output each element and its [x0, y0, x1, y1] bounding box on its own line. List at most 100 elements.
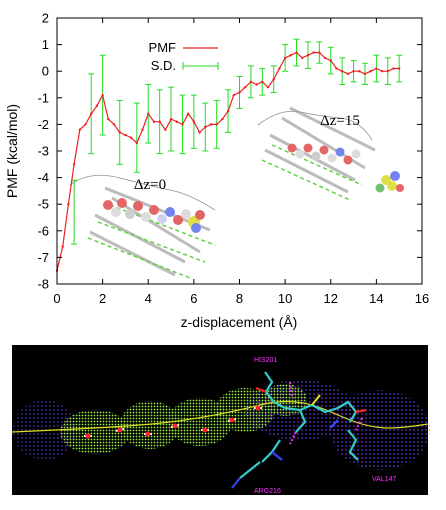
pmf-point — [249, 80, 253, 84]
pmf-point — [352, 70, 355, 73]
pmf-point — [295, 51, 298, 54]
ligand-sticks — [231, 371, 367, 489]
pmf-point — [186, 112, 190, 115]
y-tick-label: -8 — [37, 277, 49, 292]
pmf-point — [244, 85, 247, 89]
pmf-point — [323, 56, 327, 60]
pmf-point — [329, 59, 332, 62]
pmf-point — [375, 67, 378, 70]
pmf-point — [67, 203, 70, 206]
pmf-point — [363, 72, 367, 76]
pmf-point — [90, 112, 93, 115]
tunnel-rendering-panel: HIS201 ARG216 VAL147 — [11, 345, 430, 495]
pmf-point — [152, 120, 156, 123]
pmf-point — [147, 112, 150, 115]
pmf-point — [118, 131, 121, 134]
pmf-point — [261, 80, 264, 84]
pmf-point — [101, 93, 104, 97]
residue-label-his201: HIS201 — [254, 357, 277, 364]
pmf-point — [312, 51, 315, 54]
y-tick-label: 1 — [42, 37, 49, 52]
detached-ligand — [375, 171, 404, 193]
pmf-point — [164, 128, 167, 131]
pmf-point — [340, 70, 344, 73]
pmf-point — [272, 77, 275, 81]
y-tick-label: -1 — [37, 90, 49, 105]
legend-label-pmf: PMF — [149, 40, 177, 55]
annotation-dz15: Δz=15 — [320, 113, 360, 129]
y-tick-label: -4 — [37, 170, 49, 185]
pmf-point — [112, 123, 116, 126]
y-tick-label: -3 — [37, 144, 49, 159]
pmf-point — [278, 67, 281, 70]
pmf-point — [141, 128, 144, 131]
protein-illustration-dz0 — [69, 174, 216, 279]
pmf-point — [226, 109, 230, 113]
pmf-point — [135, 141, 139, 145]
x-tick-label: 2 — [99, 291, 106, 306]
pmf-point — [107, 117, 110, 121]
water-molecules — [84, 405, 262, 439]
y-axis-title: PMF (kcal/mol) — [4, 104, 20, 198]
chart-background — [0, 0, 446, 336]
pmf-point — [306, 54, 310, 57]
pmf-point — [301, 56, 304, 60]
pmf-point — [238, 91, 241, 94]
residue-label-arg216: ARG216 — [254, 488, 281, 495]
x-tick-label: 0 — [53, 291, 60, 306]
tunnel-axis-path — [11, 400, 429, 433]
sd-errorbar — [133, 102, 140, 173]
legend-swatch-sd — [182, 62, 219, 70]
pmf-point — [358, 70, 361, 73]
y-tick-label: -2 — [37, 117, 49, 132]
y-tick-label: 2 — [42, 11, 49, 26]
pmf-point — [289, 54, 293, 57]
pmf-point — [397, 67, 401, 70]
pmf-point — [158, 120, 161, 123]
pmf-point — [255, 83, 258, 86]
pmf-point — [221, 117, 224, 121]
pmf-point — [346, 72, 350, 76]
pmf-series — [55, 51, 401, 272]
x-tick-label: 12 — [324, 291, 338, 306]
pmf-point — [198, 131, 201, 134]
pmf-point — [335, 67, 338, 70]
pmf-point — [175, 120, 178, 123]
y-tick-label: 0 — [42, 64, 49, 79]
x-axis-ticks: 0 2 4 6 8 10 12 14 16 — [53, 18, 429, 306]
pmf-point — [380, 70, 384, 73]
x-axis-title: z-displacement (Å) — [181, 314, 298, 330]
pmf-point — [61, 245, 64, 248]
pmf-point — [209, 123, 213, 126]
pmf-point — [78, 128, 82, 131]
pmf-point — [392, 67, 395, 70]
pmf-point — [266, 85, 270, 89]
pmf-point — [369, 70, 372, 73]
ligand-spheres-dz0 — [103, 198, 205, 233]
x-tick-label: 6 — [190, 291, 197, 306]
y-tick-label: -5 — [37, 197, 49, 212]
x-tick-label: 10 — [278, 291, 292, 306]
pmf-point — [72, 163, 76, 166]
x-tick-label: 8 — [236, 291, 243, 306]
pmf-point — [95, 104, 99, 107]
y-tick-label: -7 — [37, 250, 49, 265]
pmf-point — [215, 123, 218, 126]
annotation-dz0: Δz=0 — [134, 177, 166, 193]
pmf-point — [283, 56, 287, 60]
x-tick-label: 14 — [369, 291, 383, 306]
protein-illustration-dz15 — [257, 106, 404, 201]
pmf-point — [124, 133, 127, 137]
pmf-point — [129, 136, 133, 139]
pmf-point — [181, 123, 184, 126]
legend: PMF S.D. — [149, 40, 219, 73]
tunnel-surface — [60, 384, 307, 454]
y-tick-label: -6 — [37, 223, 49, 238]
legend-label-sd: S.D. — [151, 58, 176, 73]
pmf-point — [84, 123, 87, 126]
pmf-point — [318, 51, 321, 54]
x-tick-label: 4 — [145, 291, 152, 306]
y-axis-ticks: -8 -7 -6 -5 -4 -3 -2 -1 0 1 2 — [37, 11, 422, 292]
